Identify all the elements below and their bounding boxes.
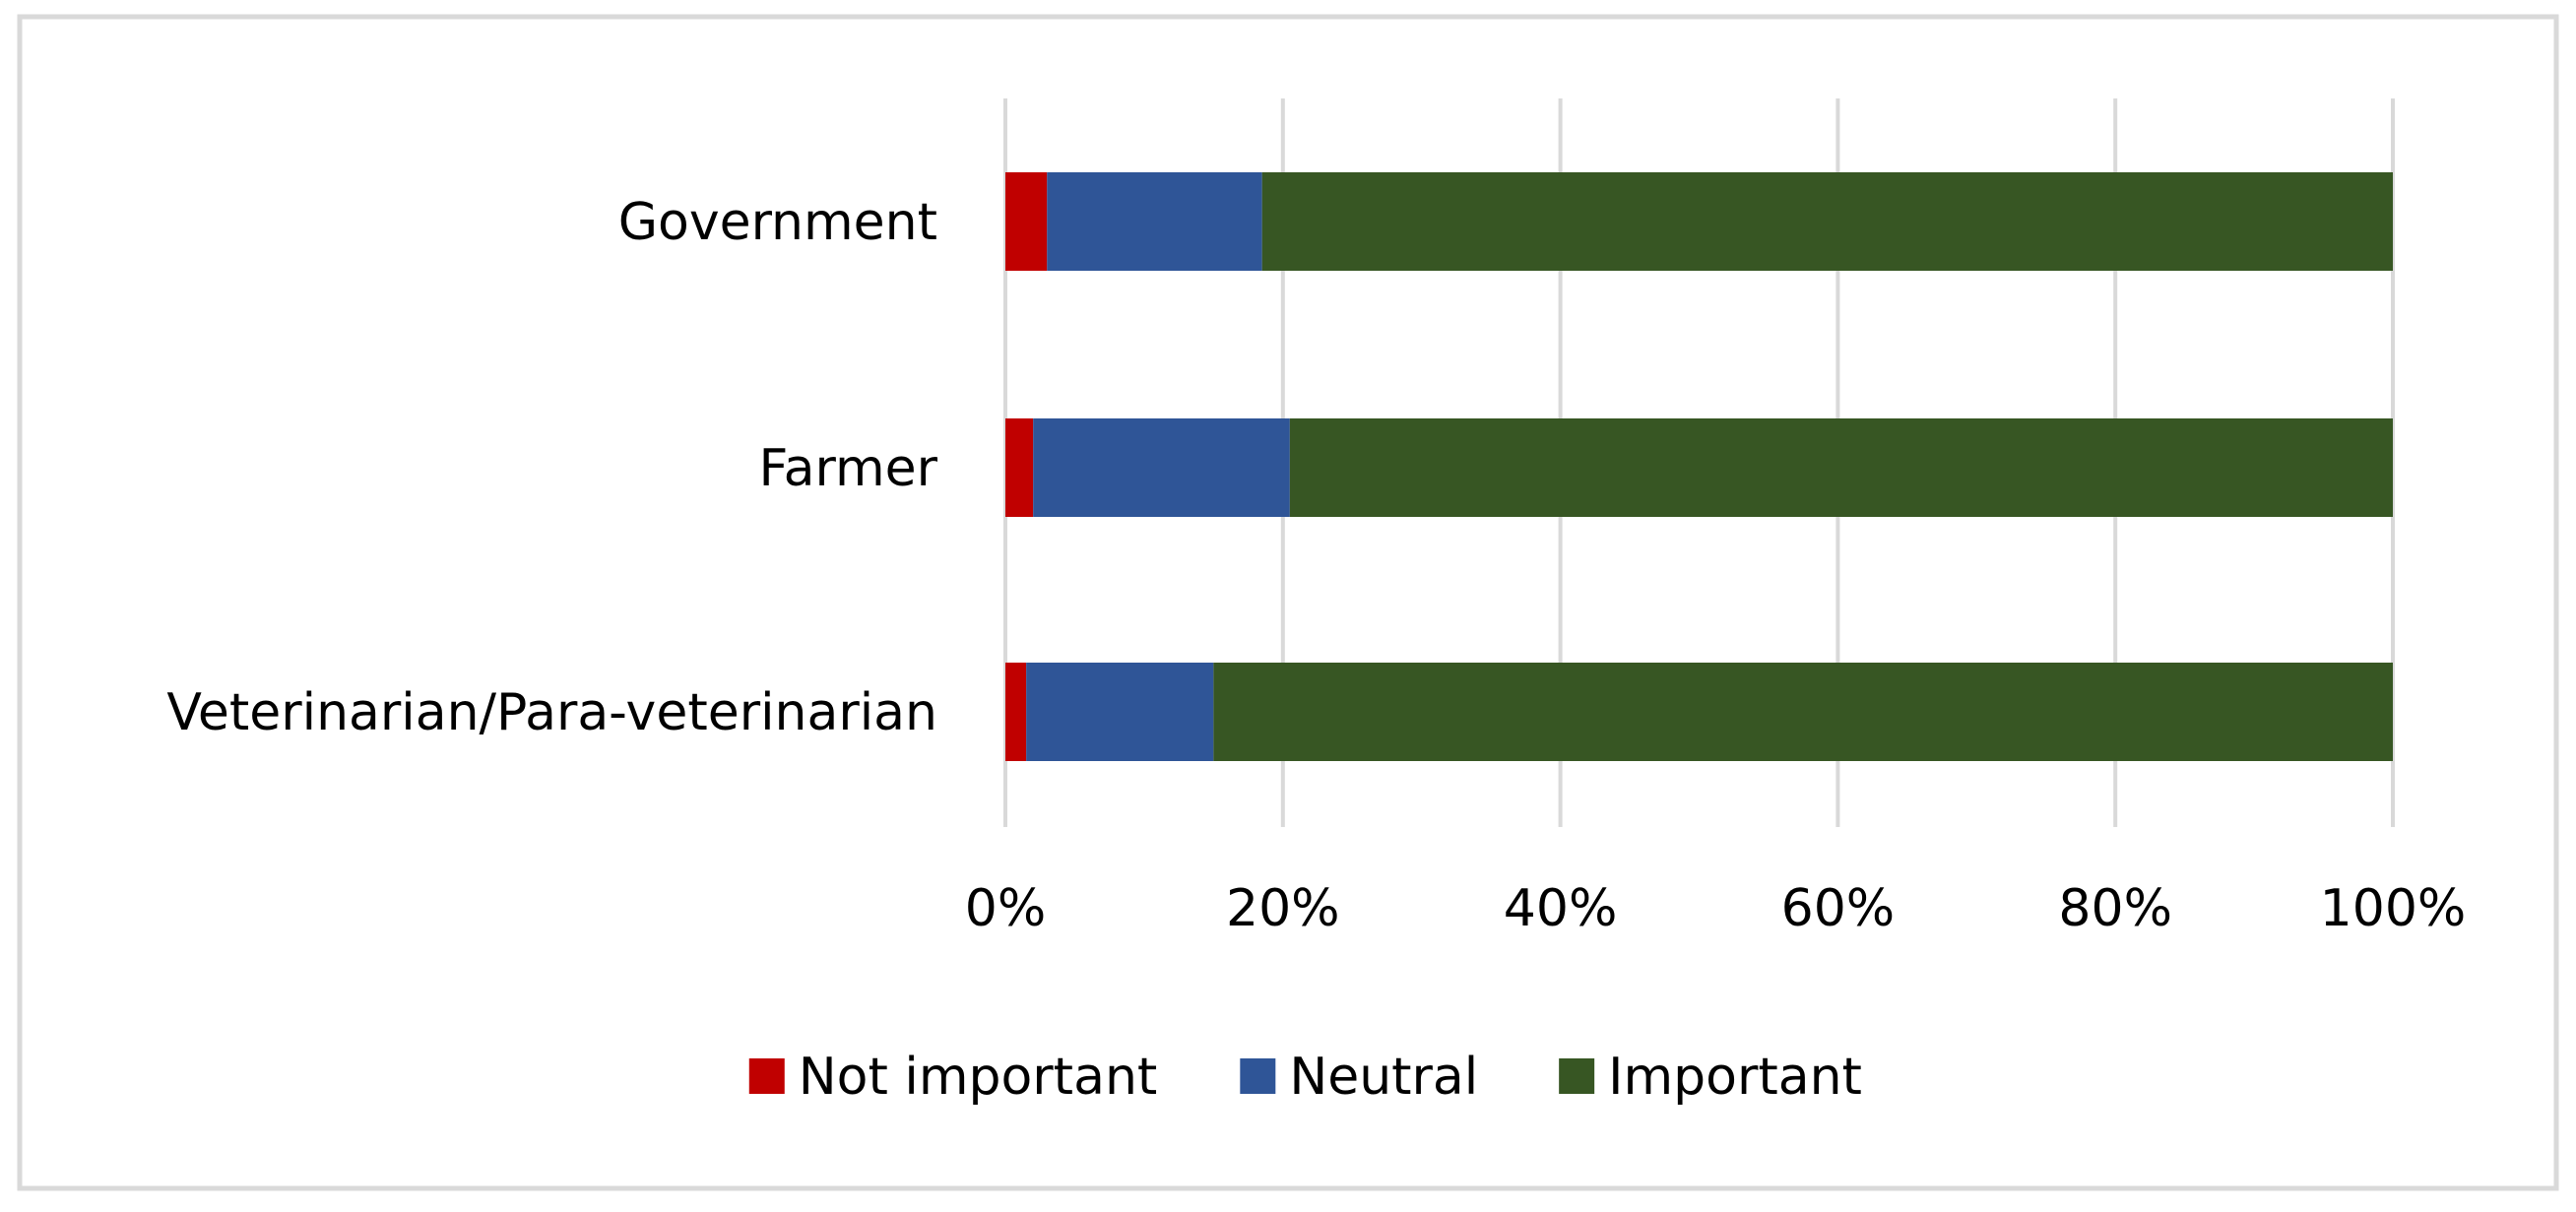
- bar-segment: [1261, 172, 2393, 271]
- bar-segment: [1213, 663, 2393, 761]
- legend-swatch: [1240, 1058, 1276, 1094]
- x-tick-label: 60%: [1781, 879, 1896, 938]
- legend-label: Not important: [799, 1048, 1158, 1107]
- legend-swatch: [1559, 1058, 1595, 1094]
- legend-item: Not important: [748, 1048, 1158, 1107]
- category-label: Government: [618, 193, 937, 252]
- bar-segment: [1033, 418, 1290, 517]
- legend-swatch: [748, 1058, 785, 1094]
- bar-segment: [1005, 172, 1048, 271]
- bar-segment: [1026, 663, 1214, 761]
- x-tick-label: 80%: [2058, 879, 2172, 938]
- category-label: Farmer: [759, 439, 938, 498]
- legend: Not important Neutral Important: [748, 1048, 1862, 1107]
- legend-item: Important: [1559, 1048, 1862, 1107]
- x-tick-label: 20%: [1226, 879, 1340, 938]
- bars: [1005, 172, 2393, 761]
- legend-label: Important: [1608, 1048, 1862, 1107]
- x-tick-label: 0%: [965, 879, 1047, 938]
- x-tick-label: 100%: [2320, 879, 2467, 938]
- category-label: Veterinarian/Para-veterinarian: [166, 683, 937, 742]
- bar-segment: [1047, 172, 1262, 271]
- legend-label: Neutral: [1289, 1048, 1478, 1107]
- x-tick-label: 40%: [1504, 879, 1618, 938]
- x-tick-labels: 0% 20% 40% 60% 80% 100%: [965, 879, 2467, 938]
- bar-segment: [1289, 418, 2393, 517]
- legend-item: Neutral: [1240, 1048, 1478, 1107]
- category-labels: Government Farmer Veterinarian/Para-veteri…: [166, 193, 937, 742]
- bar-segment: [1005, 418, 1034, 517]
- bar-segment: [1005, 663, 1027, 761]
